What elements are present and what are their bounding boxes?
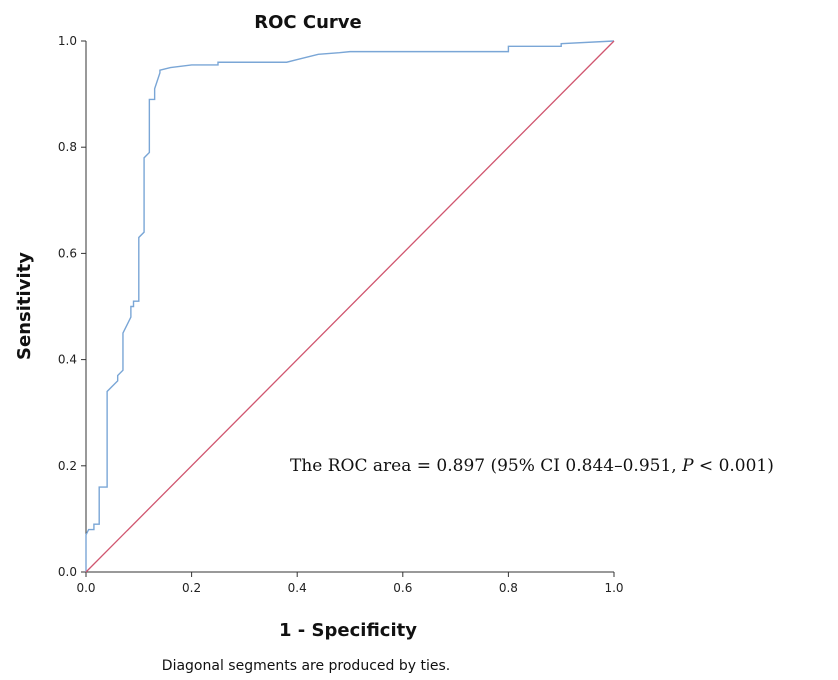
y-tick-label: 0.0 — [58, 565, 77, 579]
annotation-suffix: < 0.001) — [694, 456, 774, 476]
plot-lines — [85, 40, 615, 573]
y-tick-label: 0.6 — [58, 246, 77, 260]
x-tick-label: 0.8 — [499, 581, 518, 595]
x-tick-label: 0.4 — [288, 581, 307, 595]
y-axis: 0.0 0.2 0.4 0.6 0.8 1.0 — [58, 34, 87, 579]
roc-area-annotation: The ROC area = 0.897 (95% CI 0.844–0.951… — [290, 456, 774, 476]
x-tick-label: 0.0 — [76, 581, 95, 595]
x-tick-label: 1.0 — [604, 581, 623, 595]
chart-title: ROC Curve — [254, 12, 361, 33]
y-tick-label: 1.0 — [58, 34, 77, 48]
y-tick-label: 0.2 — [58, 459, 77, 473]
annotation-p: P — [681, 456, 694, 476]
roc-curve-line — [85, 40, 615, 572]
y-tick-label: 0.8 — [58, 140, 77, 154]
x-axis: 0.0 0.2 0.4 0.6 0.8 1.0 — [76, 571, 624, 595]
y-axis-title: Sensitivity — [14, 252, 35, 360]
x-axis-title: 1 - Specificity — [279, 620, 417, 641]
footnote: Diagonal segments are produced by ties. — [162, 658, 450, 674]
annotation-prefix: The ROC area = 0.897 (95% CI 0.844–0.951… — [290, 456, 682, 476]
x-tick-label: 0.6 — [393, 581, 412, 595]
x-tick-label: 0.2 — [182, 581, 201, 595]
y-tick-label: 0.4 — [58, 353, 77, 367]
reference-diagonal-line — [85, 40, 615, 573]
